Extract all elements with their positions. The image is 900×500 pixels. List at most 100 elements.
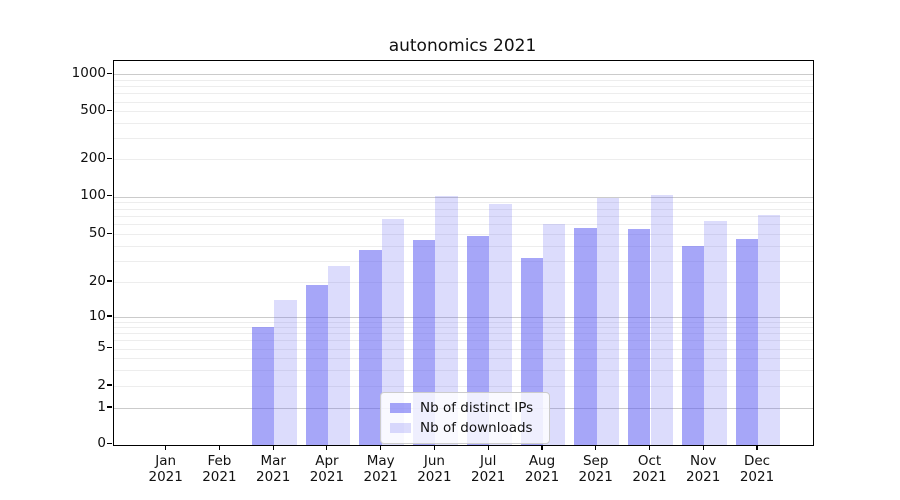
x-tick-mark-jun	[433, 445, 435, 451]
bar-distinct-ips-nov	[681, 245, 705, 445]
y-tick-mark-0	[107, 442, 112, 445]
x-tick-label-dec: Dec 2021	[739, 453, 775, 485]
gridline-minor-7	[114, 333, 813, 335]
y-tick-label-20: 20	[88, 272, 106, 289]
x-tick-mark-oct	[648, 445, 651, 451]
gridline-minor-300	[114, 138, 813, 140]
x-tick-mark-jul	[487, 445, 489, 451]
y-tick-mark-50	[107, 232, 112, 234]
x-tick-mark-jan	[165, 445, 167, 451]
gridline-major-10	[114, 317, 813, 318]
gridline-minor-500	[114, 111, 813, 113]
legend: Nb of distinct IPs Nb of downloads	[380, 392, 550, 444]
y-tick-mark-2	[107, 384, 112, 386]
gridline-minor-30	[114, 260, 813, 262]
y-tick-mark-1000	[107, 72, 112, 74]
x-tick-label-feb: Feb 2021	[202, 453, 237, 485]
chart-title: autonomics 2021	[388, 36, 537, 56]
gridline-minor-2	[114, 386, 813, 387]
legend-swatch-distinct-ips	[390, 403, 411, 413]
bar-distinct-ips-dec	[735, 238, 758, 445]
x-tick-label-jun: Jun 2021	[417, 453, 452, 485]
bar-downloads-sep	[596, 198, 620, 445]
x-tick-mark-may	[380, 445, 382, 451]
bar-distinct-ips-may	[359, 250, 382, 445]
x-tick-mark-sep	[595, 445, 597, 451]
gridline-minor-9	[114, 321, 813, 323]
y-tick-label-2: 2	[97, 376, 106, 393]
bar-downloads-apr	[327, 266, 351, 445]
x-tick-label-nov: Nov 2021	[686, 453, 721, 485]
y-tick-mark-10	[107, 315, 112, 317]
bar-distinct-ips-sep	[574, 228, 597, 445]
gridline-minor-4	[114, 357, 813, 359]
legend-label: Nb of distinct IPs	[420, 400, 534, 416]
y-tick-label-50: 50	[88, 224, 106, 241]
bar-distinct-ips-apr	[305, 284, 328, 445]
x-tick-label-may: May 2021	[363, 453, 398, 485]
y-tick-label-10: 10	[88, 307, 106, 324]
gridline-minor-8	[114, 327, 813, 329]
y-tick-mark-100	[107, 195, 112, 197]
gridline-major-100	[114, 196, 813, 198]
x-tick-mark-nov	[702, 445, 704, 451]
bar-downloads-jul	[489, 203, 512, 445]
x-tick-label-sep: Sep 2021	[578, 453, 613, 485]
x-tick-label-jul: Jul 2021	[471, 453, 506, 485]
gridline-minor-600	[114, 101, 813, 103]
x-tick-label-mar: Mar 2021	[256, 453, 291, 485]
legend-label: Nb of downloads	[420, 420, 533, 436]
bar-downloads-may	[381, 219, 405, 445]
gridline-minor-20	[114, 282, 813, 283]
x-tick-mark-feb	[218, 445, 220, 451]
y-tick-mark-200	[107, 157, 112, 159]
y-tick-mark-500	[107, 109, 112, 111]
gridline-minor-50	[114, 234, 813, 236]
x-tick-label-jan: Jan 2021	[148, 453, 183, 485]
legend-item-downloads: Nb of downloads	[381, 420, 549, 436]
y-tick-mark-5	[107, 347, 112, 349]
gridline-minor-70	[114, 216, 813, 217]
bar-distinct-ips-mar	[251, 327, 275, 445]
bar-downloads-jun	[435, 196, 458, 445]
gridline-major-1000	[114, 74, 813, 76]
x-tick-mark-mar	[272, 445, 274, 451]
gridline-minor-200	[114, 159, 813, 161]
y-tick-label-500: 500	[80, 101, 106, 118]
gridline-minor-3	[114, 369, 813, 371]
gridline-minor-400	[114, 123, 813, 124]
gridline-minor-6	[114, 340, 813, 342]
bar-downloads-oct	[650, 194, 673, 445]
gridline-minor-5	[114, 348, 813, 350]
gridline-minor-900	[114, 79, 813, 81]
y-tick-label-200: 200	[80, 149, 106, 166]
y-tick-label-0: 0	[97, 435, 106, 451]
plot-area: Nb of distinct IPs Nb of downloads	[113, 60, 814, 446]
gridline-minor-80	[114, 208, 813, 210]
x-tick-mark-apr	[326, 445, 328, 451]
y-tick-mark-1	[107, 406, 112, 408]
x-tick-label-aug: Aug 2021	[524, 453, 560, 485]
gridline-minor-40	[114, 245, 813, 247]
bar-downloads-aug	[542, 223, 566, 445]
x-tick-label-oct: Oct 2021	[632, 453, 667, 485]
gridline-minor-700	[114, 93, 813, 95]
legend-item-distinct-ips: Nb of distinct IPs	[381, 400, 549, 416]
bar-downloads-mar	[274, 300, 297, 445]
bar-downloads-dec	[758, 214, 781, 445]
legend-swatch-downloads	[390, 423, 411, 433]
x-tick-mark-aug	[541, 445, 543, 451]
bar-downloads-nov	[704, 220, 727, 445]
gridline-minor-800	[114, 86, 813, 88]
y-tick-label-1000: 1000	[71, 64, 106, 81]
x-tick-label-apr: Apr 2021	[309, 453, 345, 485]
y-tick-label-1: 1	[97, 398, 106, 415]
gridline-minor-60	[114, 224, 813, 226]
x-tick-mark-dec	[756, 445, 758, 451]
bar-distinct-ips-oct	[628, 229, 651, 445]
y-tick-label-5: 5	[97, 339, 106, 356]
y-tick-label-100: 100	[80, 187, 106, 204]
y-tick-mark-20	[107, 280, 112, 282]
gridline-minor-90	[114, 202, 813, 204]
